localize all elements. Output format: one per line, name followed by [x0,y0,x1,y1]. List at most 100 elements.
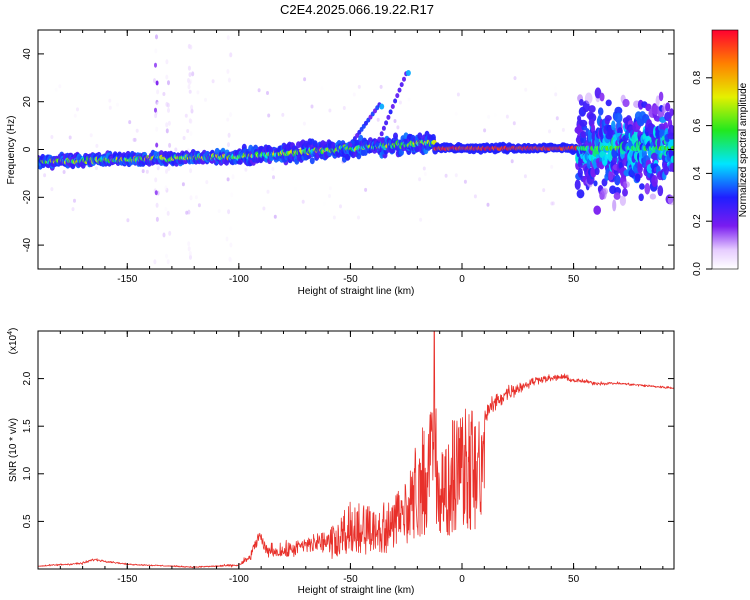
heatmap-cell-181 [174,147,178,152]
heatmap-cell-135 [419,217,423,222]
x-tick-label: -150 [117,574,137,585]
heatmap-cell-55 [189,131,193,137]
heatmap-cell-2782 [375,142,380,148]
heatmap-cell-2655 [650,152,659,161]
heatmap-cell-200 [322,201,326,206]
heatmap-cell-126 [513,76,517,81]
heatmap-cell-124 [188,89,192,94]
heatmap-cell-2291 [590,166,597,178]
colorbar: 0.0 0.2 0.4 0.6 0.8 Normalized spectral ampl… [692,29,749,276]
heatmap-cell-2572 [637,164,643,174]
heatmap-cell-116 [332,215,336,220]
heatmap-panel: -150 -100 -50 0 50 -40 -20 0 20 40 Height of stra… [6,29,675,297]
heatmap-cell-2791 [395,93,400,99]
colorbar-tick-label: 0.8 [692,70,703,84]
heatmap-cell-205 [302,121,306,126]
heatmap-cell-2642 [649,193,657,200]
heatmap-cell-153 [262,206,266,211]
heatmap-cell-110 [211,79,215,84]
heatmap-cell-57 [187,84,191,90]
heatmap-cell-160 [486,202,490,207]
heatmap-cell-170 [555,116,559,121]
heatmap-cell-2422 [612,155,618,164]
heatmap-cell-148 [561,127,565,132]
heatmap-cell-2759 [669,162,674,173]
y-tick-label: 2.0 [22,371,33,385]
heatmap-cell-190 [43,173,47,178]
heatmap-cell-130 [186,129,190,133]
heatmap-cell-1339 [296,141,301,149]
heatmap-cell-56 [189,118,193,124]
heatmap-cell-1594 [356,152,362,160]
heatmap-cell-45 [190,108,194,114]
heatmap-cell-177 [463,179,467,184]
heatmap-cell-140 [550,201,554,206]
heatmap-cell-80 [227,209,231,215]
heatmap-cell-156 [407,97,411,102]
heatmap-xlabel: Height of straight line (km) [298,286,415,297]
colorbar-gradient [711,29,739,270]
heatmap-cell-83 [227,132,231,138]
heatmap-cell-178 [95,143,99,148]
x-tick-label: -100 [229,274,249,285]
heatmap-cell-123 [364,187,368,192]
heatmap-cell-31 [165,122,169,128]
heatmap-cell-2240 [580,130,587,139]
snr-ylabel: SNR (10 * v/v) [8,418,19,482]
heatmap-cell-20 [154,48,158,54]
heatmap-cell-4 [154,177,158,183]
heatmap-cell-2765 [667,132,674,140]
heatmap-cell-168 [542,188,546,193]
heatmap-cell-120 [116,102,119,107]
heatmap-cell-188 [54,87,58,92]
heatmap-cell-87 [229,52,233,58]
y-tick-label: 40 [22,48,33,60]
heatmap-cell-2329 [597,107,604,116]
heatmap-cell-151 [454,111,458,116]
heatmap-cell-164 [164,207,168,212]
heatmap-cell-158 [454,173,458,178]
x-tick-label: -50 [343,574,358,585]
heatmap-cell-28 [164,185,168,191]
y-tick-label: 20 [22,96,33,108]
heatmap-cell-13 [153,78,156,84]
heatmap-cell-81 [230,192,234,198]
heatmap-cell-54 [188,251,192,256]
heatmap-cell-165 [108,105,112,110]
heatmap-cell-2210 [577,167,583,178]
heatmap-cell-2339 [598,127,603,138]
heatmap-cell-99 [89,133,93,138]
heatmap-cell-204 [267,113,271,118]
heatmap-cell-207 [197,203,201,208]
heatmap-cell-2786 [384,120,389,126]
heatmap-cell-2423 [614,174,621,186]
heatmap-cell-103 [58,84,62,89]
colorbar-label: Normalized spectral amplitude [738,82,749,217]
heatmap-cell-2705 [659,123,665,131]
heatmap-cell-1913 [430,134,436,141]
heatmap-cell-2223 [576,189,585,199]
heatmap-cell-47 [189,254,192,260]
heatmap-cell-2414 [611,120,616,131]
heatmap-cell-144 [145,169,149,174]
heatmap-cell-182 [328,194,331,198]
heatmap-cell-203 [71,207,75,212]
heatmap-cell-159 [244,167,248,172]
heatmap-cell-95 [266,189,270,194]
heatmap-cell-2237 [579,119,588,127]
heatmap-cell-169 [293,187,297,192]
heatmap-cell-132 [181,182,185,187]
heatmap-cell-2289 [588,105,596,113]
heatmap-cell-119 [483,128,487,133]
heatmap-cell-186 [357,84,361,89]
colorbar-tick-label: 0.2 [692,214,703,228]
heatmap-cell-7 [156,89,160,95]
snr-panel: -150 -100 -50 0 50 0.5 1.0 1.5 2.0 Height of str… [7,328,675,596]
heatmap-cell-2794 [402,76,406,82]
heatmap-cell-2267 [584,92,593,105]
heatmap-cell-157 [379,84,383,89]
heatmap-cell-2790 [393,98,398,104]
heatmap-cell-61 [189,195,193,201]
heatmap-cell-32 [162,232,166,238]
snr-scale-label: (x104) [7,328,19,355]
